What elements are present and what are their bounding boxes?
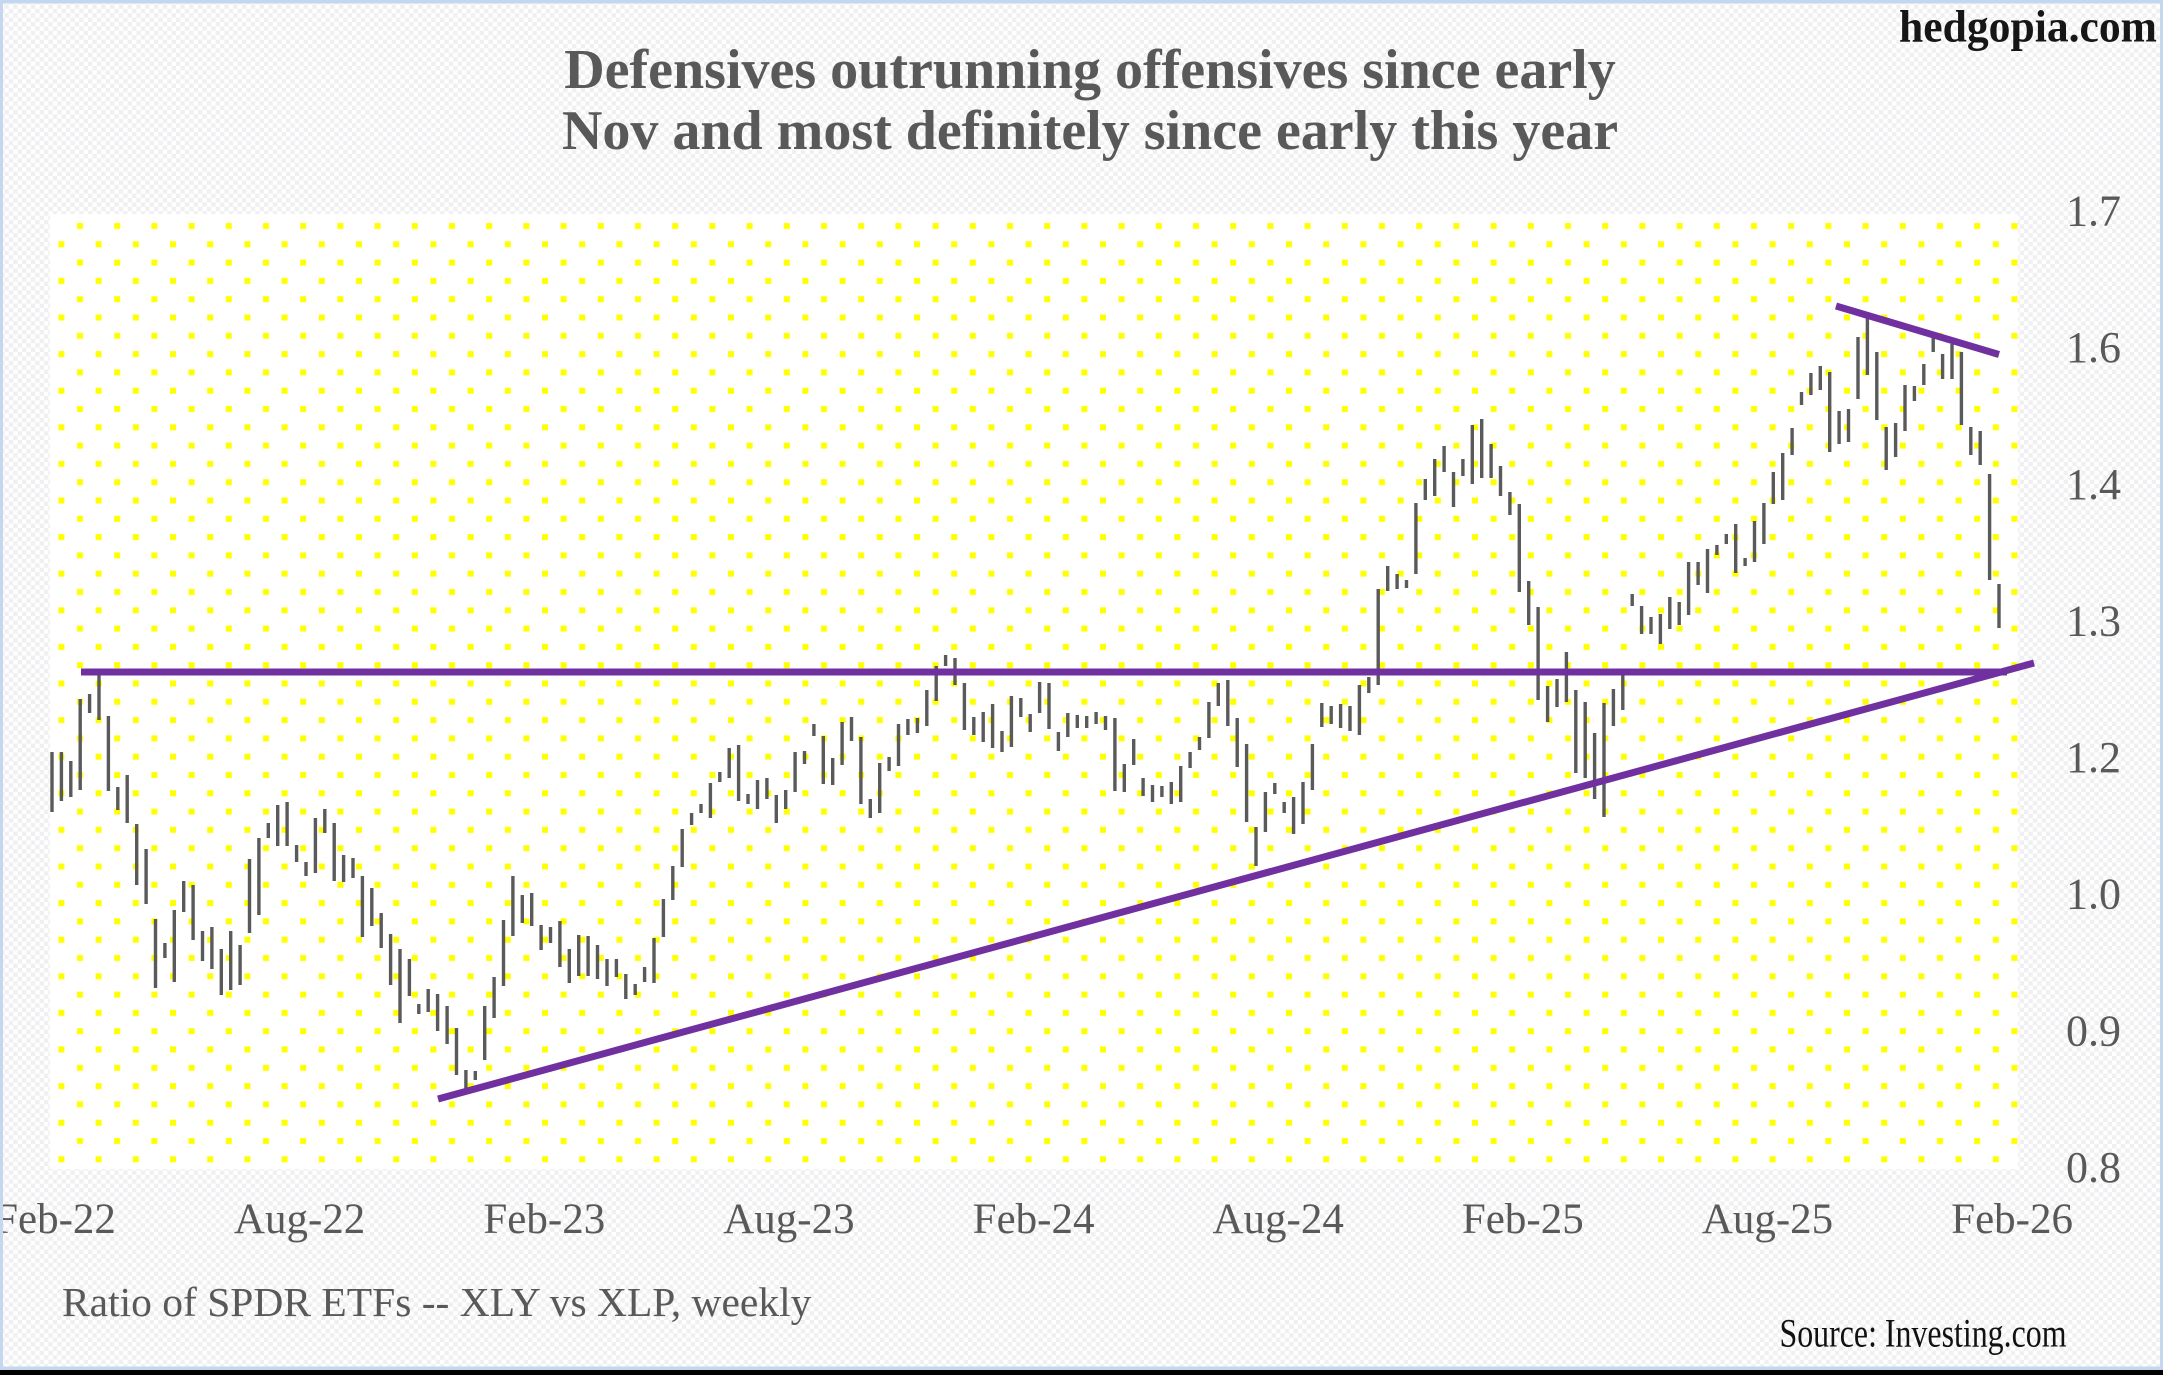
svg-text:0.8: 0.8	[2066, 1143, 2121, 1192]
svg-text:Aug-22: Aug-22	[234, 1196, 365, 1243]
svg-text:Aug-24: Aug-24	[1213, 1196, 1344, 1243]
svg-text:Feb-22: Feb-22	[0, 1196, 116, 1243]
svg-text:1.4: 1.4	[2066, 460, 2121, 509]
svg-text:Defensives outrunning offensiv: Defensives outrunning offensives since e…	[564, 39, 1616, 101]
svg-text:Ratio of SPDR ETFs -- XLY vs X: Ratio of SPDR ETFs -- XLY vs XLP, weekly	[62, 1279, 812, 1325]
svg-text:Source: Investing.com: Source: Investing.com	[1780, 1311, 2067, 1356]
svg-text:Feb-24: Feb-24	[973, 1196, 1095, 1243]
svg-text:Feb-25: Feb-25	[1462, 1196, 1584, 1243]
svg-text:1.3: 1.3	[2066, 596, 2121, 645]
svg-text:1.6: 1.6	[2066, 323, 2121, 372]
svg-text:Aug-25: Aug-25	[1702, 1196, 1833, 1243]
svg-text:1.0: 1.0	[2066, 870, 2121, 919]
svg-text:1.2: 1.2	[2066, 733, 2121, 782]
svg-text:Feb-26: Feb-26	[1951, 1196, 2073, 1243]
svg-text:Nov and most definitely since: Nov and most definitely since early this…	[562, 100, 1618, 162]
svg-text:0.9: 0.9	[2066, 1006, 2121, 1055]
svg-text:1.7: 1.7	[2066, 187, 2121, 236]
svg-text:Feb-23: Feb-23	[483, 1196, 605, 1243]
svg-text:hedgopia.com: hedgopia.com	[1899, 2, 2157, 52]
svg-text:Aug-23: Aug-23	[723, 1196, 854, 1243]
